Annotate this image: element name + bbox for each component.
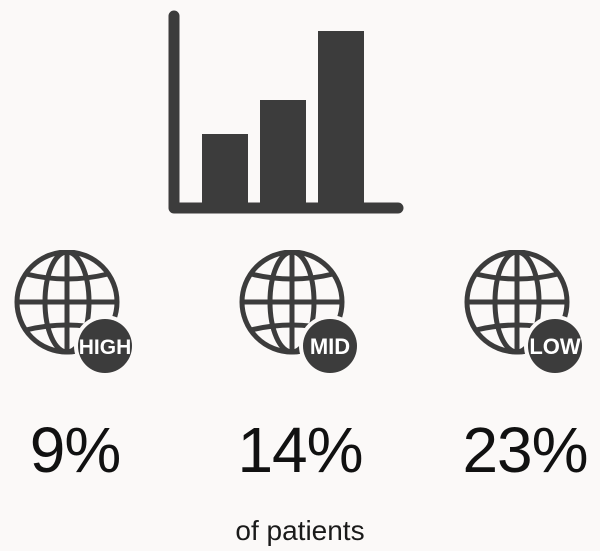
income-group-high: HIGH 9%	[0, 250, 150, 486]
globe-icon: HIGH	[0, 250, 150, 380]
bar-chart-icon	[160, 6, 410, 221]
income-group-mid: MID 14%	[225, 250, 375, 486]
badge-label: LOW	[529, 334, 581, 359]
globe-icon: LOW	[450, 250, 600, 380]
caption: of patients	[235, 515, 365, 546]
badge-label: HIGH	[79, 336, 132, 359]
percent-value: 23%	[462, 414, 588, 486]
percent-value: 14%	[237, 414, 363, 486]
globe-icon: MID	[225, 250, 375, 380]
income-group-low: LOW 23%	[450, 250, 600, 486]
badge-label: MID	[310, 334, 350, 359]
percent-value: 9%	[29, 414, 122, 486]
